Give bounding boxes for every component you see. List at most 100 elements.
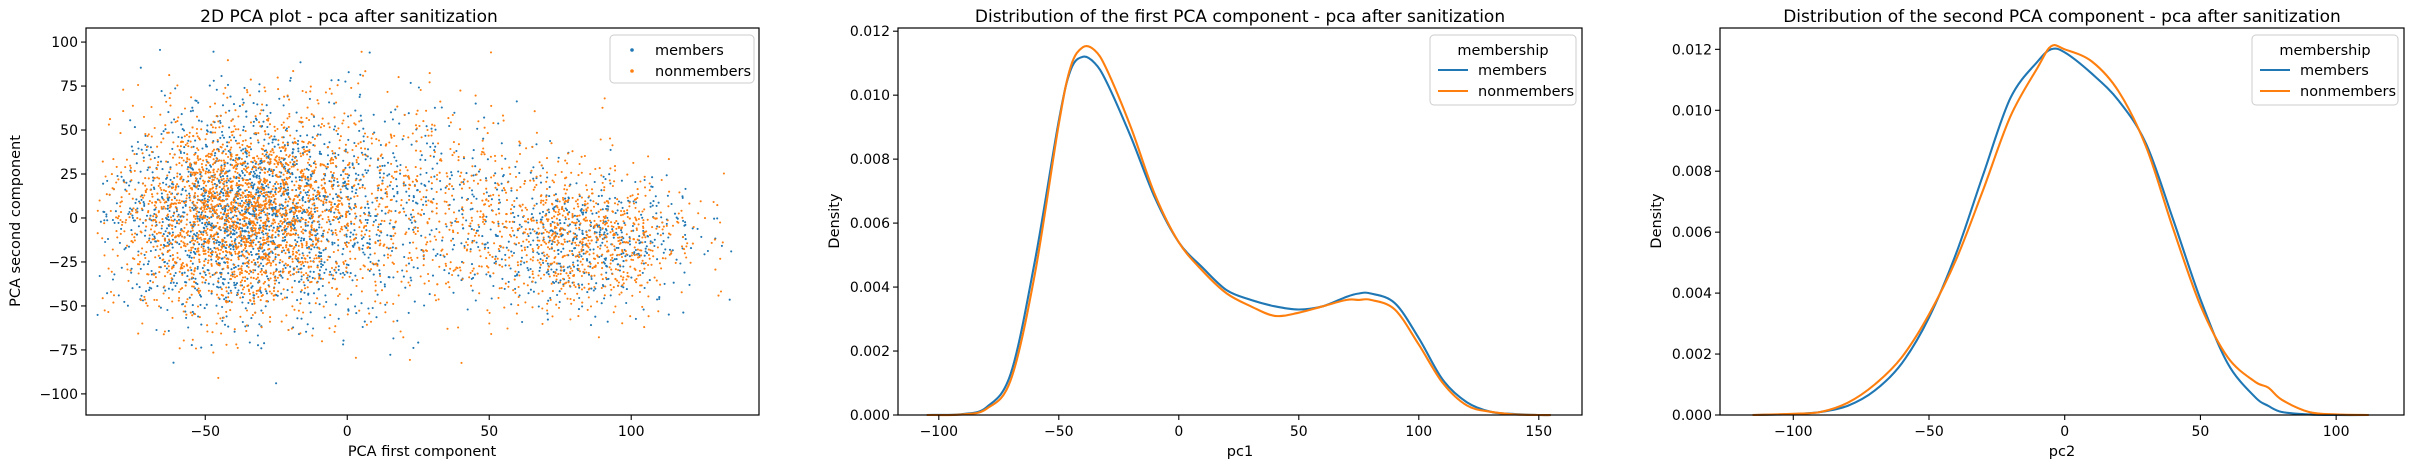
scatter-point (346, 195, 349, 198)
scatter-point (609, 254, 612, 257)
scatter-point (306, 161, 310, 164)
scatter-point (146, 282, 149, 285)
scatter-point (717, 294, 720, 297)
scatter-point (376, 213, 379, 216)
scatter-point (545, 187, 549, 191)
scatter-point (265, 275, 269, 278)
scatter-point (253, 215, 256, 218)
scatter-point (135, 233, 139, 236)
scatter-point (578, 296, 581, 300)
scatter-point (123, 300, 126, 303)
scatter-point (242, 139, 245, 143)
scatter-point (562, 247, 565, 250)
scatter-point (667, 236, 670, 239)
scatter-point (246, 162, 249, 165)
scatter-point (461, 223, 464, 226)
scatter-point (527, 218, 530, 221)
scatter-point (384, 212, 387, 215)
scatter-point (244, 165, 247, 168)
scatter-point (266, 258, 269, 261)
scatter-point (120, 175, 123, 178)
scatter-point (215, 262, 218, 265)
scatter-point (317, 256, 321, 259)
scatter-point (261, 250, 264, 253)
scatter-point (316, 232, 319, 235)
scatter-point (235, 282, 239, 285)
scatter-point (154, 272, 157, 275)
scatter-point (328, 126, 331, 129)
scatter-point (553, 227, 556, 230)
scatter-point (425, 125, 428, 128)
scatter-point (144, 132, 147, 136)
scatter-point (375, 233, 378, 236)
scatter-point (318, 195, 321, 198)
scatter-point (317, 237, 320, 240)
scatter-point (126, 263, 129, 266)
scatter-point (292, 217, 295, 220)
scatter-point (191, 168, 195, 171)
scatter-point (367, 268, 370, 271)
scatter-point (172, 214, 175, 217)
scatter-point (496, 235, 499, 238)
scatter-point (593, 285, 596, 289)
scatter-point (614, 169, 617, 172)
scatter-point (133, 169, 136, 172)
scatter-point (587, 239, 590, 242)
scatter-point (506, 327, 509, 330)
scatter-point (223, 172, 226, 175)
scatter-point (323, 316, 326, 319)
scatter-point (341, 228, 344, 231)
scatter-point (663, 282, 666, 285)
scatter-point (519, 260, 522, 263)
scatter-point (228, 136, 231, 139)
scatter-point (430, 127, 433, 130)
scatter-point (605, 271, 608, 274)
scatter-point (396, 165, 399, 168)
scatter-point (360, 221, 363, 224)
scatter-point (546, 318, 549, 321)
scatter-point (163, 261, 166, 264)
scatter-point (523, 246, 526, 249)
scatter-point (613, 249, 617, 252)
scatter-point (150, 273, 153, 276)
scatter-point (554, 210, 557, 214)
scatter-point (151, 171, 154, 174)
scatter-point (529, 267, 532, 271)
scatter-point (230, 252, 233, 255)
scatter-point (497, 222, 500, 225)
scatter-point (289, 265, 292, 268)
scatter-point (149, 158, 152, 161)
scatter-point (151, 195, 154, 198)
scatter-point (284, 252, 287, 255)
scatter-point (374, 289, 377, 292)
scatter-point (288, 112, 291, 115)
scatter-point (200, 188, 203, 191)
scatter-point (295, 111, 298, 114)
scatter-point (253, 209, 256, 212)
scatter-point (613, 232, 616, 235)
scatter-point (390, 249, 394, 253)
scatter-point (271, 141, 274, 144)
scatter-point (238, 273, 241, 276)
scatter-point (210, 235, 213, 238)
scatter-point (172, 361, 175, 364)
scatter-point (636, 238, 639, 241)
scatter-point (251, 245, 254, 248)
scatter-point (404, 184, 407, 187)
scatter-point (262, 120, 265, 123)
scatter-point (130, 239, 133, 243)
scatter-point (392, 276, 395, 279)
scatter-point (212, 148, 216, 151)
scatter-point (283, 207, 286, 210)
scatter-point (144, 229, 147, 232)
scatter-point (147, 202, 150, 205)
scatter-point (394, 209, 397, 213)
scatter-point (375, 138, 378, 141)
scatter-point (217, 248, 220, 251)
scatter-point (457, 170, 460, 173)
scatter-point (379, 302, 382, 305)
scatter-point (622, 265, 625, 268)
scatter-point (316, 240, 320, 243)
scatter-point (317, 196, 320, 200)
scatter-point (578, 286, 581, 289)
